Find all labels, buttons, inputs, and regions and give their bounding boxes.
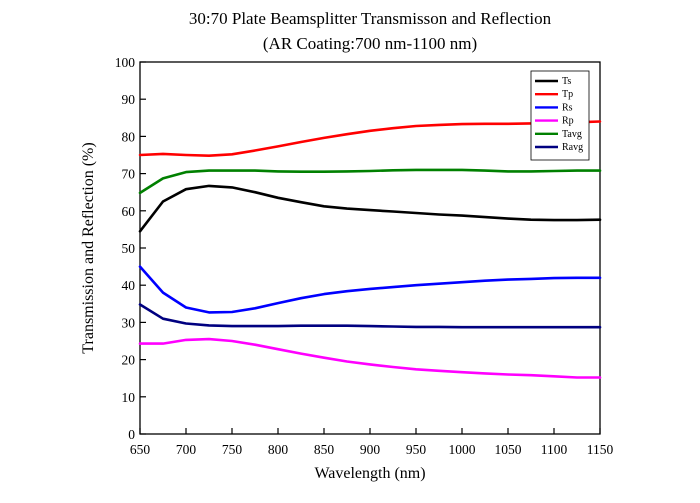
x-tick-label: 950 [406, 442, 427, 457]
x-axis-label: Wavelength (nm) [314, 465, 425, 482]
y-tick-label: 30 [122, 315, 136, 330]
y-tick-label: 40 [122, 278, 136, 293]
y-tick-label: 20 [122, 353, 136, 368]
y-tick-label: 90 [122, 92, 136, 107]
y-tick-label: 60 [122, 204, 136, 219]
series-line-tp [138, 120, 602, 157]
x-tick-label: 1150 [587, 442, 614, 457]
legend-label-ravg: Ravg [562, 142, 583, 153]
x-tick-label: 1050 [495, 442, 522, 457]
y-axis-label: Transmission and Reflection (%) [80, 142, 97, 353]
legend-label-rs: Rs [562, 102, 573, 113]
y-tick-label: 50 [122, 241, 136, 256]
x-tick-label: 1000 [449, 442, 476, 457]
x-tick-label: 900 [360, 442, 381, 457]
y-tick-label: 0 [128, 427, 135, 442]
series-lines [138, 120, 602, 379]
y-axis: 0 10 20 30 40 50 60 70 80 90 100 [115, 55, 146, 442]
x-tick-label: 850 [314, 442, 335, 457]
chart-title: 30:70 Plate Beamsplitter Transmisson and… [189, 9, 552, 28]
y-tick-label: 80 [122, 129, 136, 144]
x-axis: 650 700 750 800 850 900 950 1000 1050 1100 1150 [130, 428, 614, 457]
series-line-ts [138, 184, 602, 233]
series-line-rp [138, 337, 602, 379]
chart-subtitle: (AR Coating:700 nm-1100 nm) [263, 34, 477, 53]
x-tick-label: 800 [268, 442, 289, 457]
y-tick-label: 70 [122, 167, 136, 182]
legend-label-ts: Ts [562, 76, 571, 87]
legend-label-tp: Tp [562, 89, 573, 100]
x-tick-label: 700 [176, 442, 197, 457]
legend: Ts Tp Rs Rp Tavg Ravg [530, 70, 590, 161]
legend-box [530, 70, 590, 161]
legend-label-tavg: Tavg [562, 129, 582, 140]
series-line-tavg [138, 168, 602, 195]
legend-label-rp: Rp [562, 116, 574, 127]
x-tick-label: 1100 [541, 442, 568, 457]
series-line-rs [138, 265, 602, 314]
series-line-ravg [138, 303, 602, 329]
y-tick-label: 10 [122, 390, 136, 405]
x-tick-label: 750 [222, 442, 243, 457]
x-tick-label: 650 [130, 442, 151, 457]
y-tick-label: 100 [115, 55, 136, 70]
